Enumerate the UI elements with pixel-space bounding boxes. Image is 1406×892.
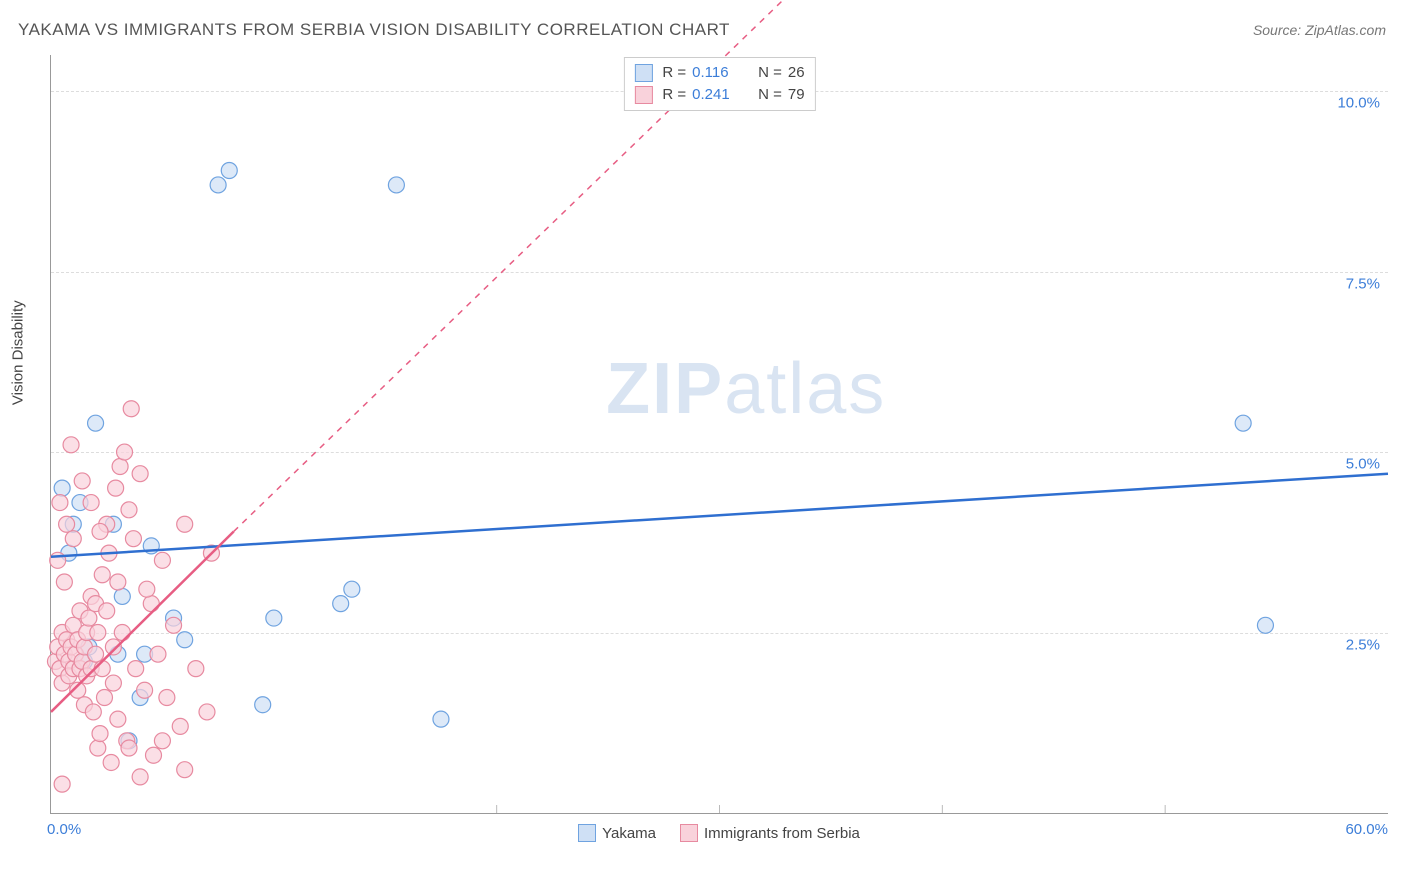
legend-item-yakama: Yakama xyxy=(578,824,656,842)
point-serbia xyxy=(121,740,137,756)
point-serbia xyxy=(90,740,106,756)
point-serbia xyxy=(92,726,108,742)
legend-label-serbia: Immigrants from Serbia xyxy=(704,825,860,842)
point-serbia xyxy=(123,401,139,417)
point-serbia xyxy=(159,689,175,705)
n-label: N = xyxy=(758,62,782,84)
point-serbia xyxy=(110,574,126,590)
point-serbia xyxy=(105,675,121,691)
point-serbia xyxy=(112,458,128,474)
point-serbia xyxy=(65,531,81,547)
r-value-serbia: 0.241 xyxy=(692,84,742,106)
source-label: Source: ZipAtlas.com xyxy=(1253,22,1386,38)
point-yakama xyxy=(88,415,104,431)
point-yakama xyxy=(210,177,226,193)
chart-area: Vision Disability ZIPatlas R = 0.116 N =… xyxy=(50,55,1388,842)
legend-item-serbia: Immigrants from Serbia xyxy=(680,824,860,842)
point-serbia xyxy=(154,552,170,568)
legend-swatch-yakama xyxy=(578,824,596,842)
point-serbia xyxy=(92,523,108,539)
point-serbia xyxy=(146,747,162,763)
point-serbia xyxy=(121,502,137,518)
point-yakama xyxy=(433,711,449,727)
point-yakama xyxy=(54,480,70,496)
legend-swatch-yakama xyxy=(634,64,652,82)
point-serbia xyxy=(88,646,104,662)
point-serbia xyxy=(188,661,204,677)
point-yakama xyxy=(114,588,130,604)
point-serbia xyxy=(143,596,159,612)
point-yakama xyxy=(1235,415,1251,431)
n-value-serbia: 79 xyxy=(788,84,805,106)
point-serbia xyxy=(132,466,148,482)
point-serbia xyxy=(99,603,115,619)
point-serbia xyxy=(110,711,126,727)
legend-swatch-serbia xyxy=(634,86,652,104)
legend-stats: R = 0.116 N = 26 R = 0.241 N = 79 xyxy=(623,57,815,111)
point-serbia xyxy=(90,625,106,641)
point-serbia xyxy=(137,682,153,698)
legend-stats-row-1: R = 0.241 N = 79 xyxy=(634,84,804,106)
point-serbia xyxy=(59,516,75,532)
r-value-yakama: 0.116 xyxy=(692,62,742,84)
legend-label-yakama: Yakama xyxy=(602,825,656,842)
point-serbia xyxy=(132,769,148,785)
point-yakama xyxy=(177,632,193,648)
chart-title: YAKAMA VS IMMIGRANTS FROM SERBIA VISION … xyxy=(18,20,730,40)
point-serbia xyxy=(105,639,121,655)
point-yakama xyxy=(221,163,237,179)
point-serbia xyxy=(128,661,144,677)
point-yakama xyxy=(388,177,404,193)
point-serbia xyxy=(199,704,215,720)
point-serbia xyxy=(154,733,170,749)
r-label: R = xyxy=(662,62,686,84)
point-serbia xyxy=(125,531,141,547)
point-yakama xyxy=(266,610,282,626)
point-serbia xyxy=(172,718,188,734)
point-serbia xyxy=(94,567,110,583)
point-serbia xyxy=(177,762,193,778)
point-serbia xyxy=(85,704,101,720)
legend-swatch-serbia xyxy=(680,824,698,842)
n-label: N = xyxy=(758,84,782,106)
point-serbia xyxy=(139,581,155,597)
plot-region: ZIPatlas R = 0.116 N = 26 R = 0.241 N = … xyxy=(50,55,1388,814)
point-yakama xyxy=(344,581,360,597)
point-serbia xyxy=(108,480,124,496)
n-value-yakama: 26 xyxy=(788,62,805,84)
point-serbia xyxy=(54,776,70,792)
plot-svg xyxy=(51,55,1388,813)
point-serbia xyxy=(117,444,133,460)
legend-bottom: Yakama Immigrants from Serbia xyxy=(50,824,1388,842)
point-serbia xyxy=(177,516,193,532)
point-serbia xyxy=(52,495,68,511)
point-serbia xyxy=(166,617,182,633)
legend-stats-row-0: R = 0.116 N = 26 xyxy=(634,62,804,84)
point-yakama xyxy=(333,596,349,612)
point-serbia xyxy=(83,495,99,511)
point-serbia xyxy=(56,574,72,590)
point-serbia xyxy=(74,473,90,489)
point-serbia xyxy=(103,754,119,770)
point-serbia xyxy=(81,610,97,626)
point-yakama xyxy=(255,697,271,713)
r-label: R = xyxy=(662,84,686,106)
point-serbia xyxy=(114,625,130,641)
point-serbia xyxy=(96,689,112,705)
point-serbia xyxy=(63,437,79,453)
point-serbia xyxy=(150,646,166,662)
point-yakama xyxy=(1257,617,1273,633)
y-axis-label: Vision Disability xyxy=(10,300,27,405)
